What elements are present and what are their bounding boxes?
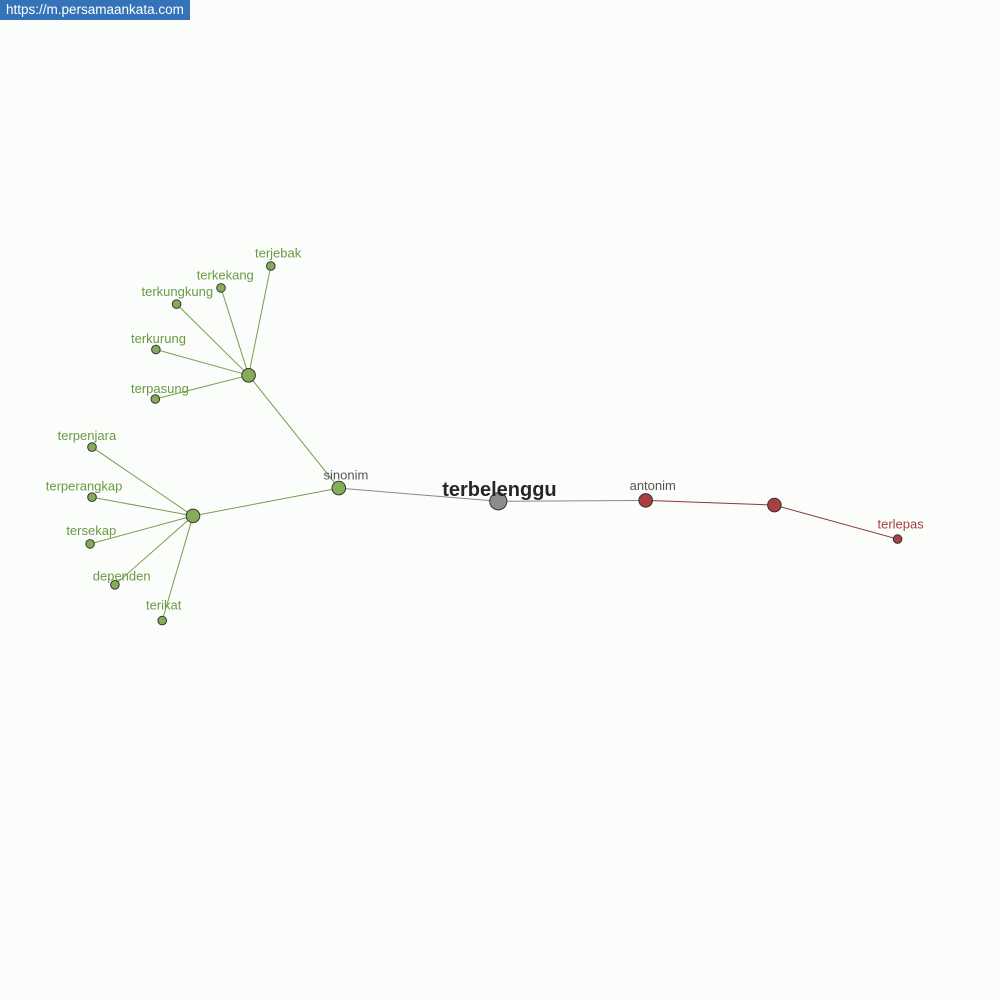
svg-text:terperangkap: terperangkap — [46, 478, 123, 493]
svg-text:sinonim: sinonim — [324, 467, 369, 482]
svg-text:terkekang: terkekang — [197, 268, 254, 283]
svg-text:dependen: dependen — [93, 569, 151, 584]
svg-text:tersekap: tersekap — [66, 523, 116, 538]
svg-text:terjebak: terjebak — [255, 246, 302, 261]
svg-text:antonim: antonim — [630, 478, 676, 493]
svg-text:terkurung: terkurung — [131, 331, 186, 346]
svg-text:terpasung: terpasung — [131, 381, 189, 396]
svg-text:terpenjara: terpenjara — [58, 428, 117, 443]
svg-text:terikat: terikat — [146, 598, 182, 613]
svg-text:terlepas: terlepas — [878, 517, 925, 532]
svg-text:terkungkung: terkungkung — [142, 284, 214, 299]
svg-text:terbelenggu: terbelenggu — [442, 479, 556, 501]
